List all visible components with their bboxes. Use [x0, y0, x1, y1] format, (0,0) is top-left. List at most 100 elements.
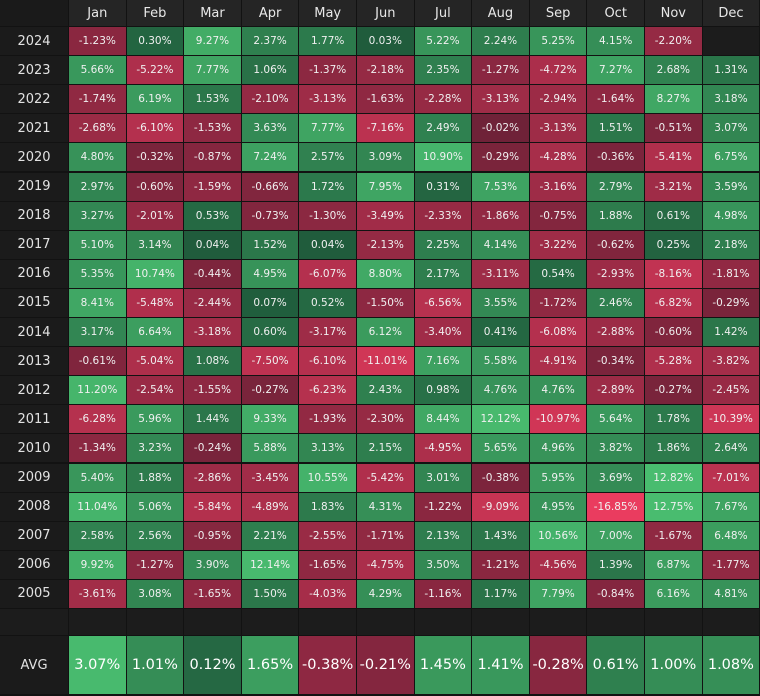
return-cell: 5.96%: [126, 405, 184, 434]
return-cell: -4.72%: [529, 56, 587, 85]
return-cell: 1.31%: [702, 56, 760, 85]
return-cell: 4.76%: [472, 376, 529, 405]
return-cell: 0.61%: [645, 201, 702, 230]
return-cell: -3.61%: [69, 579, 126, 608]
separator-cell: [529, 609, 587, 635]
return-cell: -0.44%: [184, 259, 241, 288]
return-cell: 3.50%: [414, 550, 472, 579]
return-cell: -5.28%: [645, 347, 702, 376]
return-cell: -1.74%: [69, 85, 126, 114]
return-cell: 0.04%: [184, 230, 241, 259]
avg-cell: 0.61%: [587, 636, 644, 694]
return-cell: -11.01%: [357, 347, 414, 376]
return-cell: -4.28%: [529, 143, 587, 172]
return-cell: 8.41%: [69, 288, 126, 317]
return-cell: -2.93%: [587, 259, 644, 288]
return-cell: 2.15%: [357, 434, 414, 463]
separator-cell: [241, 609, 299, 635]
return-cell: 2.43%: [357, 376, 414, 405]
return-cell: -0.51%: [645, 114, 702, 143]
return-cell: -0.60%: [126, 172, 184, 201]
return-cell: 1.17%: [472, 579, 529, 608]
year-label: 2018: [0, 201, 68, 230]
return-cell: 6.12%: [357, 318, 414, 347]
return-cell: -1.63%: [357, 85, 414, 114]
return-cell: 9.92%: [69, 550, 126, 579]
return-cell: 10.74%: [126, 259, 184, 288]
return-cell: 0.30%: [126, 27, 184, 56]
return-cell: 0.98%: [414, 376, 472, 405]
return-cell: -3.82%: [702, 347, 760, 376]
return-cell: -3.16%: [529, 172, 587, 201]
avg-cell: -0.28%: [529, 636, 587, 694]
return-cell: 3.27%: [69, 201, 126, 230]
return-cell: 9.33%: [241, 405, 299, 434]
return-cell: -2.86%: [184, 463, 241, 492]
return-cell: 2.49%: [414, 114, 472, 143]
return-cell: -2.30%: [357, 405, 414, 434]
year-label: 2019: [0, 172, 68, 201]
return-cell: -9.09%: [472, 492, 529, 521]
return-cell: -1.34%: [69, 434, 126, 463]
year-label: 2010: [0, 434, 68, 463]
return-cell: 3.23%: [126, 434, 184, 463]
month-header: Feb: [126, 0, 184, 26]
month-header: Jul: [414, 0, 472, 26]
separator-cell: [587, 609, 644, 635]
return-cell: 5.64%: [587, 405, 644, 434]
return-cell: -1.16%: [414, 579, 472, 608]
return-cell: -1.81%: [702, 259, 760, 288]
year-label: 2021: [0, 114, 68, 143]
return-cell: -0.62%: [587, 230, 644, 259]
avg-label: AVG: [0, 636, 68, 694]
return-cell: -0.27%: [241, 376, 299, 405]
return-cell: 4.76%: [529, 376, 587, 405]
return-cell: -4.95%: [414, 434, 472, 463]
return-cell: 3.59%: [702, 172, 760, 201]
separator-cell: [645, 609, 702, 635]
return-cell: -5.42%: [357, 463, 414, 492]
return-cell: 5.25%: [529, 27, 587, 56]
return-cell: 12.14%: [241, 550, 299, 579]
return-cell: 0.52%: [299, 288, 356, 317]
return-cell: -1.65%: [299, 550, 356, 579]
return-cell: -1.27%: [472, 56, 529, 85]
return-cell: -2.13%: [357, 230, 414, 259]
return-cell: 7.24%: [241, 143, 299, 172]
return-cell: 4.15%: [587, 27, 644, 56]
return-cell: 1.06%: [241, 56, 299, 85]
year-label: 2014: [0, 318, 68, 347]
return-cell: -1.55%: [184, 376, 241, 405]
month-header: Jan: [69, 0, 126, 26]
return-cell: -1.23%: [69, 27, 126, 56]
year-label: 2009: [0, 463, 68, 492]
avg-cell: -0.38%: [299, 636, 356, 694]
return-cell: 1.83%: [299, 492, 356, 521]
return-cell: 5.40%: [69, 463, 126, 492]
separator-cell: [357, 609, 414, 635]
return-cell: -5.41%: [645, 143, 702, 172]
return-cell: -2.33%: [414, 201, 472, 230]
return-cell: 0.60%: [241, 318, 299, 347]
return-cell: -2.68%: [69, 114, 126, 143]
return-cell: 4.95%: [241, 259, 299, 288]
return-cell: 3.13%: [299, 434, 356, 463]
return-cell: -16.85%: [587, 492, 644, 521]
return-cell: -1.67%: [645, 521, 702, 550]
return-cell: 0.53%: [184, 201, 241, 230]
return-cell: 6.87%: [645, 550, 702, 579]
return-cell: 0.54%: [529, 259, 587, 288]
return-cell: 3.69%: [587, 463, 644, 492]
return-cell: -0.75%: [529, 201, 587, 230]
return-cell: -3.45%: [241, 463, 299, 492]
return-cell: 6.16%: [645, 579, 702, 608]
return-cell: -0.24%: [184, 434, 241, 463]
return-cell: 10.55%: [299, 463, 356, 492]
return-cell: -1.50%: [357, 288, 414, 317]
return-cell: -3.21%: [645, 172, 702, 201]
return-cell: 2.46%: [587, 288, 644, 317]
return-cell: 5.66%: [69, 56, 126, 85]
year-label: 2007: [0, 521, 68, 550]
return-cell: -3.49%: [357, 201, 414, 230]
